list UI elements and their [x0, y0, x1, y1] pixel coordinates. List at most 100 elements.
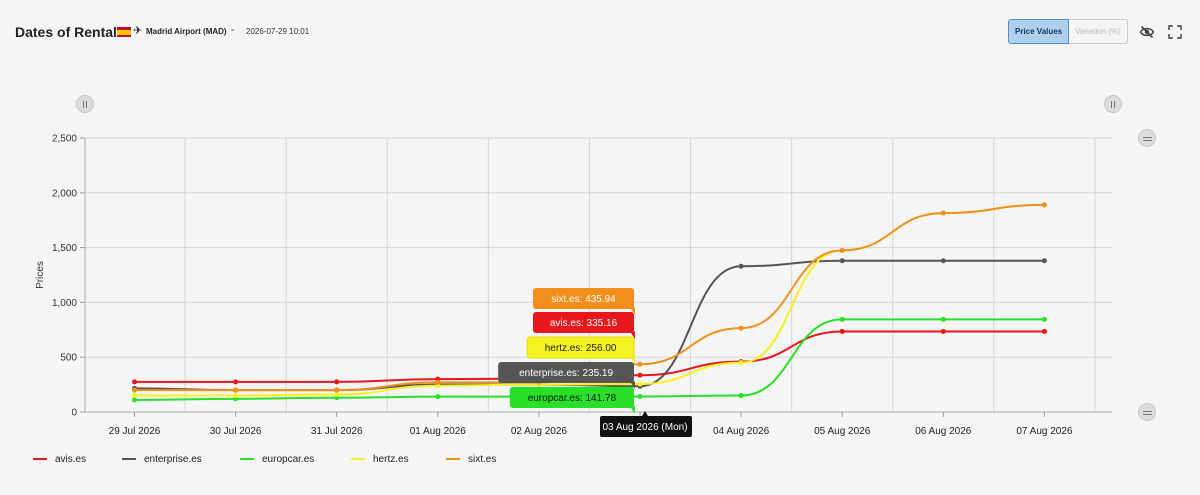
x-tick-label: 06 Aug 2026 — [915, 426, 972, 437]
x-crosshair-pointer — [642, 411, 648, 416]
data-point-hertz — [637, 381, 643, 387]
y-tick-label: 1,500 — [52, 243, 77, 254]
tooltip-box-sixt — [533, 288, 634, 309]
chart-axes: 0 500 1,000 1,500 2,000 2,500 29 Jul 2026 30 Ju… — [35, 134, 1112, 437]
tooltip-label-hertz: hertz.es: 256.00 — [545, 343, 617, 354]
x-tick-label: 04 Aug 2026 — [713, 426, 770, 437]
tooltip-pointer-europcar — [631, 406, 635, 414]
fullscreen-icon[interactable] — [1167, 24, 1183, 40]
x-tick-label: 31 Jul 2026 — [311, 426, 363, 437]
data-point-europcar — [637, 393, 643, 399]
legend-label-hertz: hertz.es — [373, 453, 409, 465]
data-point-avis — [132, 379, 137, 385]
tooltip-pointer-sixt — [631, 307, 635, 315]
spain-flag-icon — [117, 27, 131, 37]
tooltip-pointer-enterprise — [631, 381, 635, 389]
y-tick-label: 2,000 — [52, 188, 77, 199]
price-values-button[interactable]: Price Values — [1008, 19, 1070, 44]
data-point-enterprise — [738, 263, 744, 269]
legend-item-europcar[interactable]: europcar.es — [240, 449, 314, 469]
data-point-sixt — [334, 387, 340, 393]
legend-swatch-enterprise — [122, 458, 136, 460]
y-tick-label: 0 — [71, 408, 77, 419]
range-slider-right-handle[interactable] — [1104, 95, 1122, 113]
x-tick-label: 07 Aug 2026 — [1016, 426, 1073, 437]
legend-item-hertz[interactable]: hertz.es — [351, 449, 409, 469]
y-range-slider-bottom-handle[interactable] — [1138, 403, 1156, 421]
data-point-enterprise — [839, 258, 845, 264]
x-tick-label: 01 Aug 2026 — [410, 426, 467, 437]
data-point-hertz — [738, 360, 744, 366]
data-point-hertz — [233, 393, 239, 399]
tooltip-pointer-avis — [631, 331, 635, 339]
legend-label-europcar: europcar.es — [262, 453, 315, 465]
data-point-enterprise — [940, 258, 946, 264]
data-point-europcar — [738, 393, 744, 399]
page-title: Dates of Rental — [15, 24, 117, 40]
legend-swatch-sixt — [446, 458, 460, 460]
legend-swatch-avis — [33, 458, 47, 460]
y-axis-label: Prices — [35, 261, 46, 289]
chart-tooltip: sixt.es: 435.94 avis.es: 335.16 hertz.es: … — [498, 288, 692, 437]
data-point-avis — [334, 379, 340, 385]
airplane-icon: ✈ — [133, 25, 143, 37]
legend-item-avis[interactable]: avis.es — [33, 449, 86, 469]
chart-header: Dates of Rental ✈ Madrid Airport (MAD) -… — [0, 0, 1200, 64]
x-tick-label: 02 Aug 2026 — [511, 426, 568, 437]
tooltip-box-avis — [533, 312, 634, 333]
data-point-europcar — [940, 316, 946, 322]
data-point-avis — [1041, 328, 1047, 334]
legend-swatch-hertz — [351, 458, 365, 460]
data-point-enterprise — [1041, 258, 1047, 264]
y-tick-label: 1,000 — [52, 298, 77, 309]
tooltip-label-enterprise: enterprise.es: 235.19 — [519, 368, 613, 379]
header-separator: - — [231, 25, 235, 36]
x-crosshair-label: 03 Aug 2026 (Mon) — [602, 422, 687, 433]
data-point-europcar — [1041, 316, 1047, 322]
legend-label-avis: avis.es — [55, 453, 87, 465]
data-point-avis — [233, 379, 239, 385]
value-mode-toggle: Price Values Variation (%) — [1008, 19, 1128, 44]
data-point-sixt — [233, 387, 239, 393]
x-tick-label: 29 Jul 2026 — [109, 426, 161, 437]
data-point-europcar — [839, 316, 845, 322]
data-point-sixt — [132, 387, 137, 393]
data-point-europcar — [132, 397, 137, 403]
location-label: Madrid Airport (MAD) — [146, 27, 227, 36]
data-point-sixt — [435, 379, 441, 385]
x-tick-label: 30 Jul 2026 — [210, 426, 262, 437]
data-point-avis — [839, 328, 845, 334]
data-point-sixt — [839, 247, 845, 253]
variation-button[interactable]: Variation (%) — [1069, 19, 1128, 44]
tooltip-box-europcar — [509, 387, 634, 408]
data-point-europcar — [435, 394, 441, 400]
legend-swatch-europcar — [240, 458, 254, 460]
data-point-sixt — [738, 325, 744, 331]
data-point-avis — [940, 328, 946, 334]
eye-slash-icon[interactable] — [1139, 24, 1155, 40]
legend-label-enterprise: enterprise.es — [144, 453, 202, 465]
data-point-hertz — [334, 391, 340, 397]
y-range-slider-top-handle[interactable] — [1138, 129, 1156, 147]
y-tick-label: 2,500 — [52, 134, 77, 145]
legend-item-enterprise[interactable]: enterprise.es — [122, 449, 202, 469]
data-point-sixt — [940, 210, 946, 216]
tooltip-label-avis: avis.es: 335.16 — [550, 318, 618, 329]
legend-label-sixt: sixt.es — [468, 453, 497, 465]
data-point-hertz — [132, 393, 137, 399]
y-tick-label: 500 — [60, 353, 77, 364]
tooltip-box-enterprise — [498, 362, 634, 383]
data-point-sixt — [637, 361, 643, 367]
x-tick-label: 05 Aug 2026 — [814, 426, 871, 437]
tooltip-label-sixt: sixt.es: 435.94 — [551, 294, 616, 305]
tooltip-box-hertz — [526, 336, 635, 359]
x-crosshair-label-box — [600, 416, 692, 437]
datetime-label: 2026-07-29 10:01 — [246, 27, 310, 36]
tooltip-label-europcar: europcar.es: 141.78 — [528, 393, 617, 404]
data-point-sixt — [1041, 202, 1047, 208]
range-slider-left-handle[interactable] — [76, 95, 94, 113]
data-point-avis — [637, 372, 643, 378]
legend-item-sixt[interactable]: sixt.es — [446, 449, 496, 469]
tooltip-pointer-hertz — [631, 356, 635, 364]
